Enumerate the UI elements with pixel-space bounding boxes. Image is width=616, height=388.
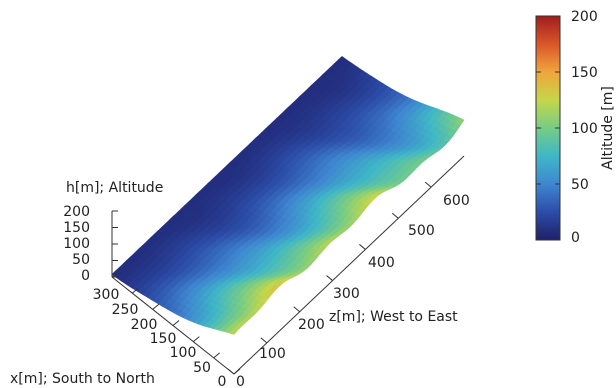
x-tick-label: 250 [112,302,139,318]
z-tick-label: 100 [259,346,286,362]
h-tick-labels: 200 150 100 50 0 [63,204,90,284]
x-tick-label: 100 [170,345,197,361]
x-tick-label: 200 [131,317,158,333]
x-tick [172,320,180,326]
h-tick-label: 200 [63,204,90,220]
terrain-surface [111,56,465,335]
z-tick-label: 400 [368,255,395,271]
x-tick-label: 150 [150,331,177,347]
z-tick-label: 0 [236,374,245,388]
z-tick [359,244,366,250]
z-tick [293,306,301,313]
z-tick-label: 300 [333,286,360,302]
z-tick-label: 500 [408,223,435,239]
x-tick [152,303,159,310]
x-axis-title: x[m]; South to North [10,371,155,387]
colorbar-tick-label: 150 [571,65,598,81]
h-tick-label: 50 [72,252,90,268]
x-tick [213,352,220,359]
tick-marks [111,181,432,375]
colorbar-tick-marks [536,15,560,233]
z-tick [260,337,268,344]
x-tick [233,368,241,375]
h-tick-label: 100 [63,236,90,252]
h-tick-label: 150 [63,220,90,236]
h-axis-title: h[m]; Altitude [66,180,163,196]
h-tick-label: 0 [81,268,90,284]
colorbar-tick-label: 200 [571,9,598,25]
x-tick-label: 0 [218,374,227,388]
colorbar-tick-label: 100 [571,121,598,137]
z-axis-line [233,155,465,375]
z-tick [391,212,399,219]
colorbar: 200 150 100 50 0 Altitude [m] [535,9,616,246]
z-tick [227,368,235,375]
x-tick-label: 50 [193,360,211,376]
z-tick [424,181,432,188]
x-tick [111,271,119,278]
x-tick [193,336,200,343]
z-tick-label: 600 [443,193,470,209]
surface-patch [337,56,348,65]
x-tick-labels: 300 250 200 150 100 50 0 [93,287,227,388]
z-tick-labels: 0 100 200 300 400 500 600 [236,193,470,388]
x-tick [132,287,139,294]
z-axis-title: z[m]; West to East [329,309,458,325]
colorbar-tick-label: 50 [571,177,589,193]
x-tick-label: 300 [93,287,120,303]
z-tick-label: 200 [298,317,325,333]
colorbar-title: Altitude [m] [600,86,616,170]
colorbar-tick-label: 0 [571,230,580,246]
z-tick [326,275,333,281]
